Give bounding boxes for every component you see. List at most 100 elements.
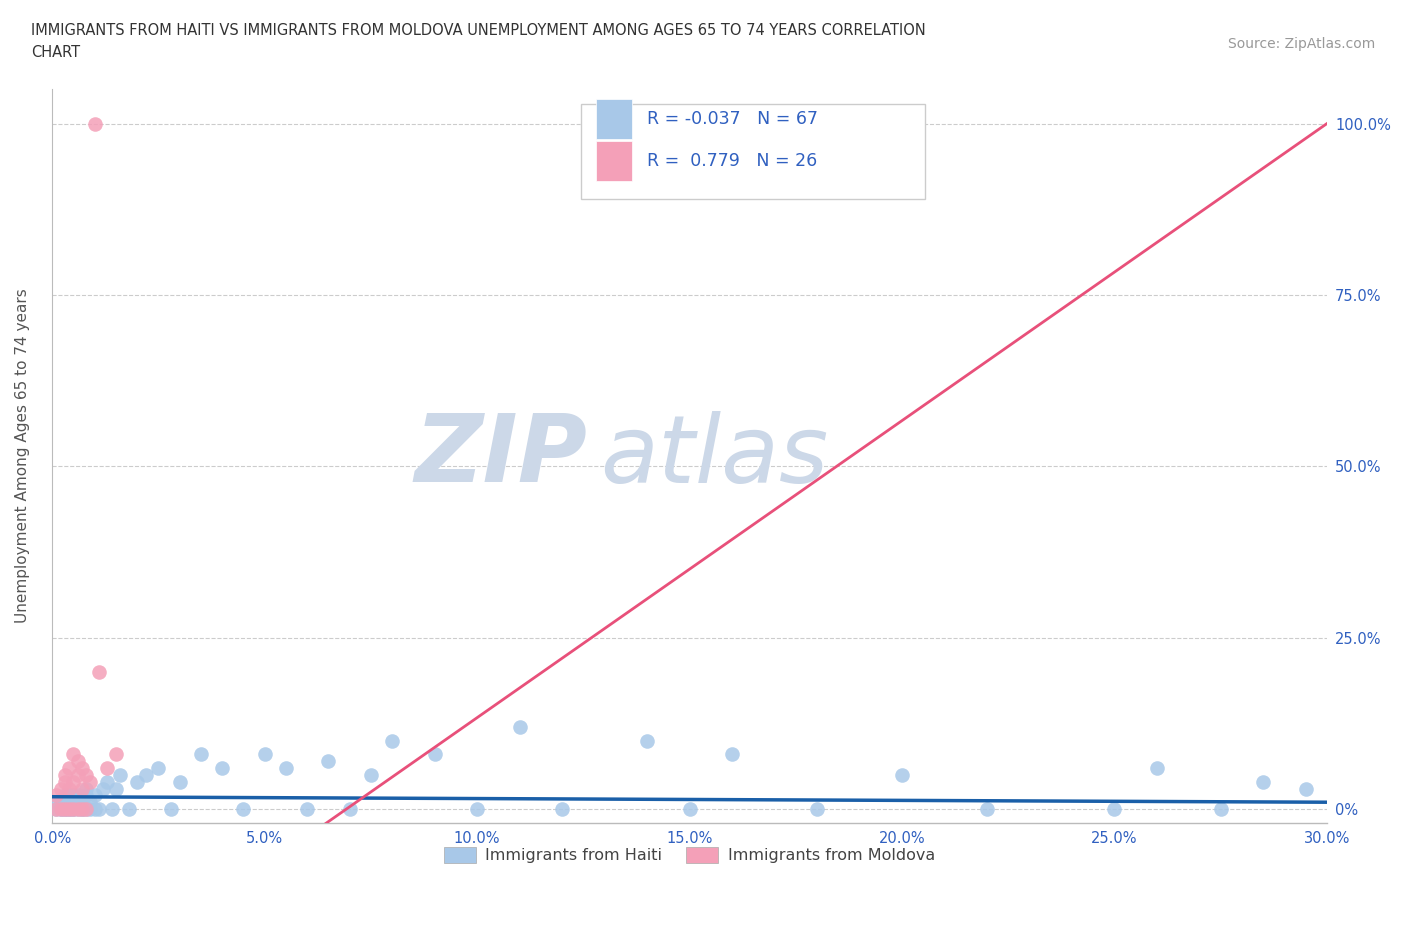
Point: [75, 767, 97, 782]
Point: [551, 802, 574, 817]
Point: [53, 774, 76, 789]
Point: [79, 802, 101, 817]
Point: [1104, 802, 1126, 817]
Point: [49, 802, 72, 817]
Point: [976, 802, 998, 817]
Point: [75, 781, 97, 796]
Point: [806, 802, 828, 817]
Point: [66, 795, 89, 810]
Point: [83, 116, 105, 131]
FancyBboxPatch shape: [596, 99, 633, 140]
Point: [66, 753, 89, 768]
Point: [1146, 761, 1168, 776]
Point: [1251, 774, 1274, 789]
Point: [70, 761, 93, 776]
Point: [104, 747, 127, 762]
Point: [274, 761, 297, 776]
Point: [45, 802, 67, 817]
Point: [58, 802, 80, 817]
Point: [96, 774, 118, 789]
Point: [509, 720, 531, 735]
Text: R =  0.779   N = 26: R = 0.779 N = 26: [647, 152, 818, 170]
Point: [53, 795, 76, 810]
Point: [58, 795, 80, 810]
Point: [70, 802, 93, 817]
Point: [53, 802, 76, 817]
Point: [62, 795, 84, 810]
Point: [70, 802, 93, 817]
Point: [104, 781, 127, 796]
Point: [91, 781, 114, 796]
Point: [70, 795, 93, 810]
Point: [83, 802, 105, 817]
Point: [62, 747, 84, 762]
Point: [148, 761, 170, 776]
Point: [49, 802, 72, 817]
Point: [232, 802, 254, 817]
Point: [45, 795, 67, 810]
Point: [1295, 781, 1317, 796]
Text: ZIP: ZIP: [415, 410, 588, 502]
Point: [66, 802, 89, 817]
Point: [360, 767, 382, 782]
Point: [45, 788, 67, 803]
Point: [49, 802, 72, 817]
Text: R = -0.037   N = 67: R = -0.037 N = 67: [647, 110, 818, 128]
Point: [890, 767, 912, 782]
Point: [62, 774, 84, 789]
Point: [62, 802, 84, 817]
Point: [381, 733, 404, 748]
Point: [118, 802, 141, 817]
Point: [190, 747, 212, 762]
Point: [465, 802, 488, 817]
Point: [87, 665, 110, 680]
Point: [75, 788, 97, 803]
Point: [108, 767, 131, 782]
Point: [58, 802, 80, 817]
Point: [70, 781, 93, 796]
Point: [1209, 802, 1232, 817]
Point: [87, 802, 110, 817]
Text: atlas: atlas: [600, 410, 828, 501]
Point: [66, 802, 89, 817]
Point: [62, 802, 84, 817]
Point: [53, 788, 76, 803]
Point: [79, 774, 101, 789]
Point: [100, 802, 122, 817]
Point: [83, 788, 105, 803]
Point: [53, 802, 76, 817]
Point: [211, 761, 233, 776]
Point: [49, 795, 72, 810]
Point: [66, 767, 89, 782]
FancyBboxPatch shape: [581, 104, 925, 199]
Text: Source: ZipAtlas.com: Source: ZipAtlas.com: [1227, 37, 1375, 51]
Point: [678, 802, 700, 817]
Point: [160, 802, 183, 817]
Text: IMMIGRANTS FROM HAITI VS IMMIGRANTS FROM MOLDOVA UNEMPLOYMENT AMONG AGES 65 TO 7: IMMIGRANTS FROM HAITI VS IMMIGRANTS FROM…: [31, 23, 925, 38]
Point: [96, 761, 118, 776]
Y-axis label: Unemployment Among Ages 65 to 74 years: Unemployment Among Ages 65 to 74 years: [15, 288, 30, 623]
Point: [53, 802, 76, 817]
Point: [45, 802, 67, 817]
Point: [75, 802, 97, 817]
Point: [295, 802, 318, 817]
Point: [62, 788, 84, 803]
Point: [79, 795, 101, 810]
Point: [70, 802, 93, 817]
Point: [58, 802, 80, 817]
Point: [75, 802, 97, 817]
Point: [721, 747, 744, 762]
Point: [58, 788, 80, 803]
Point: [318, 753, 340, 768]
Point: [66, 788, 89, 803]
Text: CHART: CHART: [31, 45, 80, 60]
Legend: Immigrants from Haiti, Immigrants from Moldova: Immigrants from Haiti, Immigrants from M…: [437, 841, 942, 870]
Point: [423, 747, 446, 762]
Point: [58, 761, 80, 776]
Point: [62, 802, 84, 817]
Point: [636, 733, 658, 748]
Point: [339, 802, 361, 817]
Point: [135, 767, 157, 782]
Point: [49, 781, 72, 796]
Point: [127, 774, 149, 789]
